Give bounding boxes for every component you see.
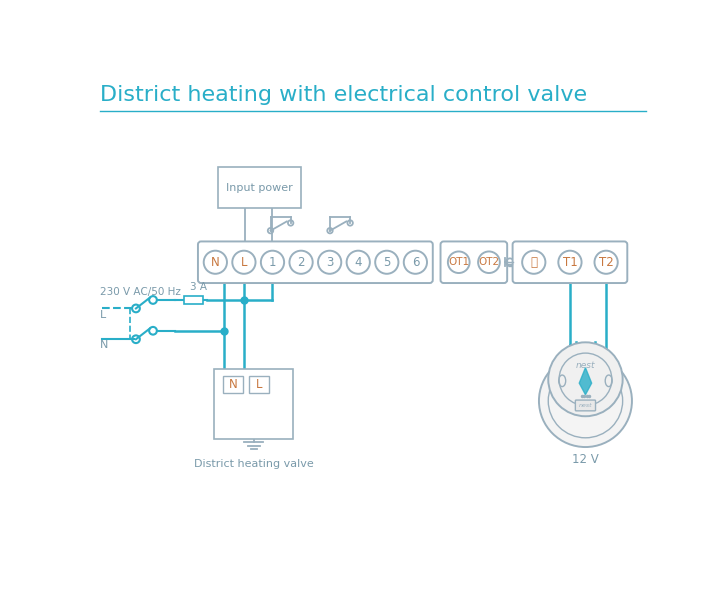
Circle shape xyxy=(232,251,256,274)
Text: L: L xyxy=(100,309,106,320)
Circle shape xyxy=(548,342,622,416)
Text: nest: nest xyxy=(579,403,593,408)
Circle shape xyxy=(595,251,618,274)
Circle shape xyxy=(204,251,227,274)
Text: 1: 1 xyxy=(269,256,276,268)
Text: 12 V: 12 V xyxy=(572,453,599,466)
FancyBboxPatch shape xyxy=(223,376,243,393)
Text: T1: T1 xyxy=(563,256,577,268)
FancyBboxPatch shape xyxy=(575,400,596,411)
Text: 6: 6 xyxy=(411,256,419,268)
Text: nest: nest xyxy=(576,361,596,370)
FancyBboxPatch shape xyxy=(249,376,269,393)
Text: N: N xyxy=(100,340,108,350)
Circle shape xyxy=(290,251,313,274)
Circle shape xyxy=(539,355,632,447)
Circle shape xyxy=(347,251,370,274)
Circle shape xyxy=(478,251,500,273)
Text: OT2: OT2 xyxy=(478,257,499,267)
Text: ⏚: ⏚ xyxy=(530,256,537,268)
FancyBboxPatch shape xyxy=(218,167,301,208)
Text: 230 V AC/50 Hz: 230 V AC/50 Hz xyxy=(100,287,181,297)
Circle shape xyxy=(375,251,398,274)
Text: 4: 4 xyxy=(355,256,362,268)
Circle shape xyxy=(448,251,470,273)
Text: L: L xyxy=(241,256,248,268)
Text: N: N xyxy=(211,256,220,268)
Polygon shape xyxy=(579,368,592,394)
Circle shape xyxy=(261,251,284,274)
FancyBboxPatch shape xyxy=(440,241,507,283)
Circle shape xyxy=(404,251,427,274)
Text: 3: 3 xyxy=(326,256,333,268)
Circle shape xyxy=(522,251,545,274)
Text: District heating valve: District heating valve xyxy=(194,459,314,469)
Circle shape xyxy=(318,251,341,274)
Text: OT1: OT1 xyxy=(448,257,470,267)
Text: L: L xyxy=(256,378,262,391)
FancyBboxPatch shape xyxy=(198,241,432,283)
Text: T2: T2 xyxy=(598,256,614,268)
Text: 5: 5 xyxy=(383,256,390,268)
Text: 2: 2 xyxy=(297,256,305,268)
Text: 3 A: 3 A xyxy=(190,282,207,292)
FancyBboxPatch shape xyxy=(184,296,202,304)
FancyBboxPatch shape xyxy=(214,369,293,438)
Text: District heating with electrical control valve: District heating with electrical control… xyxy=(100,85,587,105)
Text: N: N xyxy=(229,378,237,391)
Text: Input power: Input power xyxy=(226,182,293,192)
Circle shape xyxy=(558,251,582,274)
FancyBboxPatch shape xyxy=(513,241,628,283)
